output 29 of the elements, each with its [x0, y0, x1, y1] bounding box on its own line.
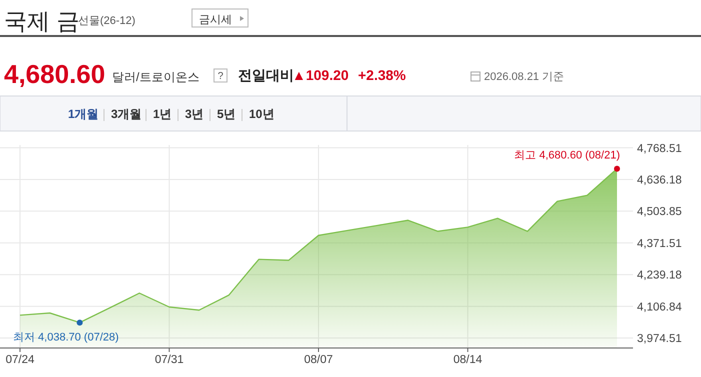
title: 국제 금 — [4, 8, 80, 34]
x-tick-label: 08/07 — [304, 354, 333, 366]
x-tick-label: 08/14 — [453, 354, 483, 366]
text: 달러/트로이온스 — [112, 70, 200, 84]
x-tick-label: 07/24 — [6, 354, 35, 366]
text: 3년 — [185, 107, 204, 121]
subtitle: 선물(26-12) — [78, 15, 136, 27]
text: 10년 — [249, 107, 274, 121]
text: 4,680.60 — [4, 59, 106, 89]
text: 1년 — [153, 107, 172, 121]
annotation: 최저 4,038.70 (07/28) — [13, 332, 119, 344]
y-tick-label: 4,239.18 — [637, 270, 682, 282]
text: ? — [218, 71, 224, 82]
text: 1개월 — [68, 107, 99, 121]
y-tick-label: 4,768.51 — [637, 142, 682, 155]
text: 전일대비 — [238, 67, 294, 83]
y-tick-label: 3,974.51 — [637, 333, 682, 346]
y-tick-label: 4,106.84 — [637, 301, 682, 314]
y-tick-label: 4,371.51 — [637, 238, 682, 250]
text: +2.38% — [358, 67, 406, 83]
y-tick-label: 4,636.18 — [637, 174, 682, 186]
y-tick-label: 4,503.85 — [637, 206, 682, 218]
text: 5년 — [217, 107, 236, 121]
text: 금시세 — [199, 14, 232, 26]
annotation: 최고 4,680.60 (08/21) — [514, 150, 620, 162]
x-tick-label: 07/31 — [154, 354, 184, 366]
text: 2026.08.21 기준 — [484, 71, 564, 83]
text: 3개월 — [111, 107, 142, 121]
text: ▲109.20 — [292, 67, 349, 83]
